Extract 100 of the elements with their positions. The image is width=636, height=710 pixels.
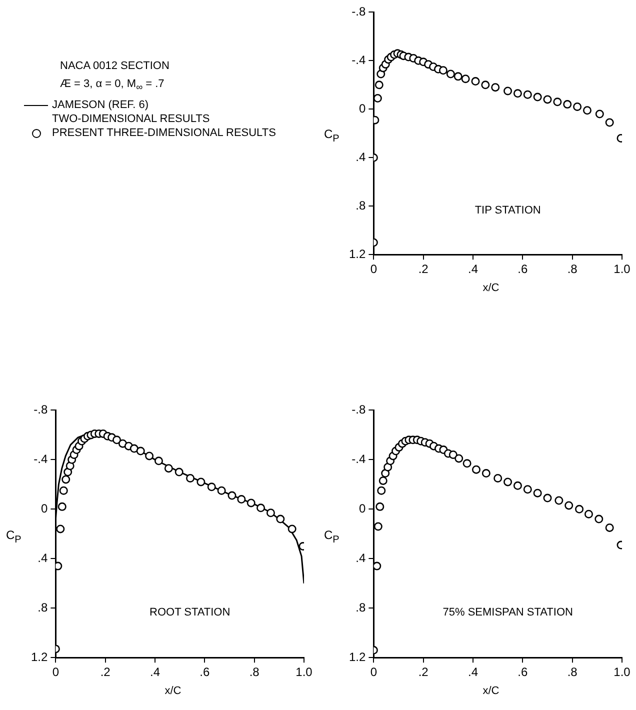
point [377, 486, 386, 495]
point [288, 524, 296, 534]
y-tick-label: .8 [356, 198, 366, 212]
x-tick-label: .6 [518, 665, 528, 680]
point [228, 491, 236, 500]
y-tick-label: -.4 [34, 452, 48, 466]
y-tick-label: .4 [356, 150, 366, 164]
point [446, 70, 455, 78]
point [504, 86, 512, 96]
x-tick-label: 1.0 [614, 665, 631, 680]
x-tick-label: 1.0 [614, 262, 631, 276]
point [374, 522, 382, 531]
point [595, 110, 604, 118]
point [575, 504, 584, 514]
point [246, 498, 256, 508]
x-axis-title: x/C [164, 685, 182, 697]
point [378, 476, 388, 485]
x-tick-label: 0 [370, 665, 378, 680]
text: NACA 0012 SECTION [60, 60, 170, 72]
x-tick-label: .2 [418, 665, 429, 680]
point [217, 486, 226, 495]
x-tick-label: .4 [468, 262, 478, 276]
y-tick-label: .8 [356, 600, 366, 614]
point [584, 510, 593, 518]
point [448, 450, 458, 459]
text: TWO-DIMENSIONAL RESULTS [52, 113, 210, 126]
y-tick-label: -.8 [352, 402, 366, 417]
y-tick-label: 0 [40, 501, 48, 516]
point [605, 118, 614, 127]
x-tick-label: .6 [200, 665, 210, 680]
x-axis-title: x/C [482, 685, 500, 697]
point [472, 465, 480, 474]
y-axis-title: C$_{P}$ [324, 127, 340, 144]
point [543, 494, 552, 502]
point [594, 514, 604, 524]
point [491, 83, 500, 92]
y-axis-title: C$_{P}$ [324, 528, 340, 545]
point [513, 89, 522, 98]
point [376, 502, 384, 511]
point [186, 474, 195, 482]
x-tick-label: .8 [567, 262, 578, 276]
x-tick-label: .8 [249, 665, 260, 680]
x-tick-label: .4 [468, 665, 478, 680]
point [523, 485, 532, 494]
x-tick-label: .6 [518, 262, 528, 276]
y-axis-title: C$_{P}$ [6, 528, 22, 545]
point [266, 508, 275, 518]
point [504, 478, 512, 486]
point [482, 469, 490, 478]
y-tick-label: 0 [358, 101, 366, 116]
point [564, 501, 574, 510]
point [563, 100, 572, 109]
point [136, 446, 145, 456]
point [374, 80, 384, 90]
text: JAMESON (REF. 6) [52, 99, 149, 112]
y-tick-label: .4 [356, 550, 366, 565]
point [454, 72, 462, 81]
text: Æ = 3, α = 0, M$_{∞}$ = .7 [60, 78, 166, 92]
x-tick-label: .4 [150, 665, 160, 680]
point [494, 474, 502, 482]
annotation: ROOT STATION [150, 606, 230, 619]
y-tick-label: .8 [38, 600, 48, 614]
point [276, 514, 285, 524]
x-tick-label: 0 [52, 665, 60, 680]
point [553, 98, 562, 106]
text: PRESENT THREE-DIMENSIONAL RESULTS [52, 127, 276, 140]
annotation: 75% SEMISPAN STATION [442, 606, 573, 619]
x-axis-title: x/C [482, 282, 500, 294]
point [381, 469, 390, 478]
point [112, 436, 122, 444]
point [513, 481, 522, 490]
point [573, 102, 582, 111]
point [481, 80, 490, 90]
point [62, 475, 70, 484]
point [374, 94, 382, 102]
point [207, 482, 216, 492]
point [58, 502, 66, 511]
y-tick-label: 1.2 [348, 650, 366, 664]
point [461, 74, 470, 84]
point [130, 444, 138, 453]
point [196, 478, 206, 486]
annotation: TIP STATION [474, 204, 541, 216]
y-tick-label: 0 [358, 501, 366, 516]
y-tick-label: -.8 [352, 4, 366, 19]
point [582, 106, 592, 115]
point [145, 452, 154, 460]
point [438, 66, 448, 75]
y-tick-label: 1.2 [30, 650, 48, 664]
y-tick-label: -.4 [352, 452, 366, 466]
y-tick-label: .4 [38, 550, 48, 565]
point [533, 488, 542, 498]
x-tick-label: 1.0 [296, 665, 313, 680]
point [605, 523, 614, 532]
x-tick-label: .2 [100, 665, 111, 680]
x-tick-label: .2 [418, 262, 429, 276]
point [56, 524, 65, 534]
x-tick-label: .8 [567, 665, 578, 680]
point [533, 92, 542, 102]
y-tick-label: 1.2 [348, 246, 366, 261]
y-tick-label: -.8 [34, 402, 48, 417]
